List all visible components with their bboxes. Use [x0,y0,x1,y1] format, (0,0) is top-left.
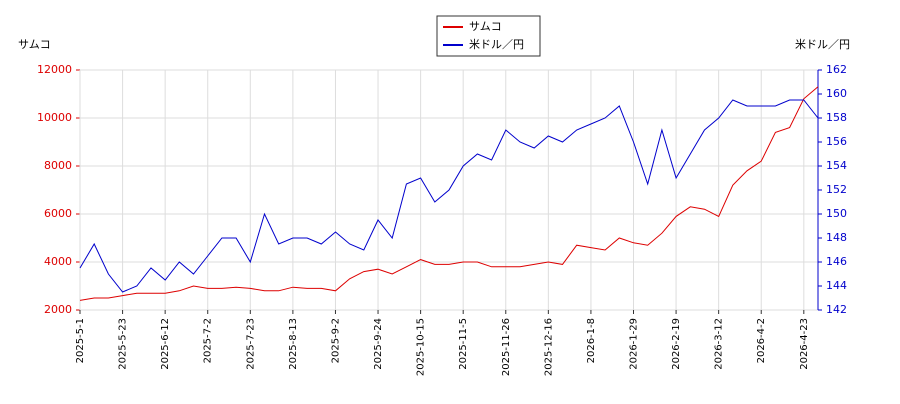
x-tick-label: 2025-6-12 [160,318,171,370]
series-line [79,99,819,293]
y2-tick-label: 146 [826,255,847,268]
y-axis-label: サムコ [18,38,51,51]
x-tick-label: 2025-7-2 [203,318,214,363]
x-tick-label: 2025-5-1 [75,318,86,363]
y2-tick-label: 162 [826,63,847,76]
y-tick-label: 4000 [44,255,72,268]
x-tick-label: 2025-7-23 [245,318,256,370]
y2-tick-label: 144 [826,279,847,292]
legend-box [436,15,541,57]
x-tick-label: 2025-8-13 [288,318,299,370]
x-tick-label: 2025-9-24 [373,318,384,370]
y-tick-label: 8000 [44,159,72,172]
series-line [79,86,819,301]
x-tick-label: 2025-10-15 [416,318,427,376]
x-tick-label: 2026-1-8 [586,318,597,363]
x-tick-label: 2025-11-26 [501,318,512,376]
y2-tick-label: 148 [826,231,847,244]
x-tick-label: 2026-3-12 [714,318,725,370]
y2-tick-label: 158 [826,111,847,124]
x-tick-label: 2025-12-16 [543,318,554,376]
y2-tick-label: 154 [826,159,847,172]
x-tick-label: 2025-11-5 [458,318,469,370]
x-tick-label: 2026-2-19 [671,318,682,370]
y-tick-label: 6000 [44,207,72,220]
x-tick-label: 2025-5-23 [118,318,129,370]
x-tick-label: 2025-9-2 [330,318,341,363]
x-tick-label: 2026-1-29 [629,318,640,370]
y-tick-label: 12000 [37,63,72,76]
legend-label: 米ドル／円 [469,38,524,51]
y-tick-label: 10000 [37,111,72,124]
y2-axis-label: 米ドル／円 [795,38,850,51]
y2-tick-label: 142 [826,303,847,316]
y2-tick-label: 150 [826,207,847,220]
y-tick-label: 2000 [44,303,72,316]
y2-tick-label: 152 [826,183,847,196]
x-tick-label: 2026-4-23 [799,318,810,370]
legend-label: サムコ [469,20,502,33]
y2-tick-label: 160 [826,87,847,100]
y2-tick-label: 156 [826,135,847,148]
x-tick-label: 2026-4-2 [756,318,767,363]
